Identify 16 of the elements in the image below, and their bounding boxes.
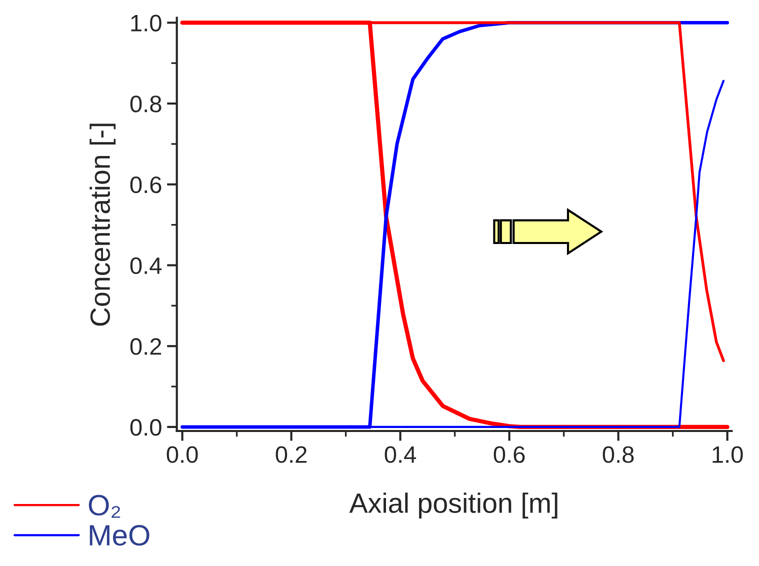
legend-label: MeO: [90, 525, 150, 546]
x-tick-label: 0.4: [384, 446, 416, 463]
x-tick-label: 0.6: [494, 446, 525, 463]
x-tick-label: 0.2: [276, 446, 307, 463]
x-tick-label: 1.0: [712, 446, 743, 463]
y-tick-label: 0.6: [130, 176, 162, 194]
y-tick-label: 0.2: [130, 338, 162, 355]
legend-label: O₂: [88, 494, 120, 518]
y-tick-label: 1.0: [131, 14, 162, 32]
y-axis-title: Concentration [-]: [90, 124, 116, 326]
x-tick-label: 0.0: [166, 446, 198, 463]
y-tick-label: 0.0: [130, 419, 162, 436]
y-tick-label: 0.4: [130, 257, 162, 274]
x-axis-title: Axial position [m]: [349, 492, 558, 518]
x-tick-label: 0.8: [602, 446, 634, 463]
y-tick-label: 0.8: [130, 96, 162, 112]
